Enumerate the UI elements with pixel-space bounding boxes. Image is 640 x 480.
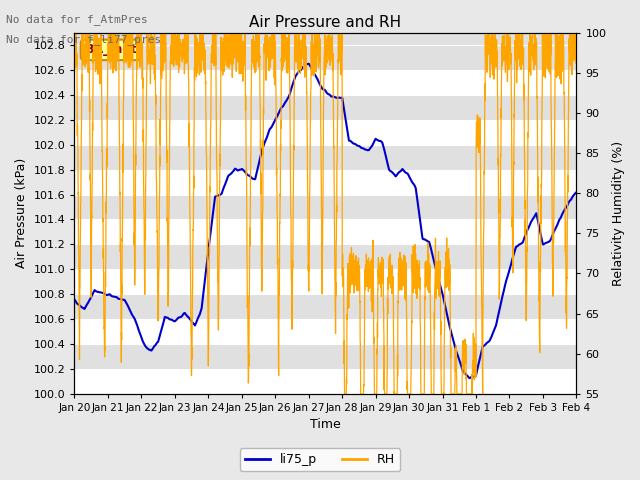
Bar	[74, 269, 577, 294]
Text: No data for f_AtmPres: No data for f_AtmPres	[6, 14, 148, 25]
Title: Air Pressure and RH: Air Pressure and RH	[250, 15, 401, 30]
Bar	[74, 70, 577, 95]
X-axis label: Time: Time	[310, 419, 341, 432]
Legend: li75_p, RH: li75_p, RH	[240, 448, 400, 471]
Y-axis label: Air Pressure (kPa): Air Pressure (kPa)	[15, 158, 28, 268]
Bar	[74, 319, 577, 344]
Y-axis label: Relativity Humidity (%): Relativity Humidity (%)	[612, 141, 625, 286]
Text: No data for f_li77_pres: No data for f_li77_pres	[6, 34, 162, 45]
Bar	[74, 169, 577, 194]
Text: BA_met: BA_met	[84, 43, 137, 56]
Bar	[74, 369, 577, 394]
Bar	[74, 120, 577, 144]
Bar	[74, 219, 577, 244]
